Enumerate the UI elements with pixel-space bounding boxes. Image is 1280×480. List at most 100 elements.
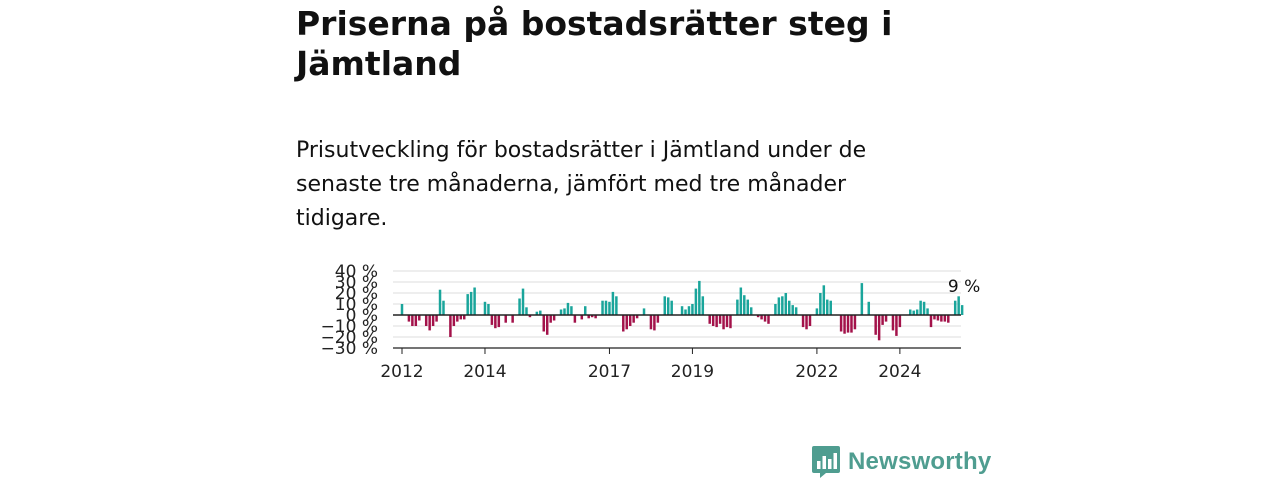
bar	[452, 315, 456, 326]
bar	[573, 315, 577, 323]
bar	[400, 304, 404, 315]
bar	[884, 315, 888, 322]
bar	[787, 300, 791, 315]
bar	[539, 310, 542, 315]
bar	[953, 300, 957, 315]
bar	[739, 287, 743, 315]
bar	[632, 315, 635, 323]
bar	[760, 315, 763, 320]
bar	[694, 288, 698, 315]
bar	[929, 315, 933, 328]
bar	[860, 283, 864, 315]
bar	[881, 315, 884, 325]
bar	[957, 296, 960, 315]
brand-logo[interactable]: Newsworthy	[812, 444, 991, 480]
bar	[559, 309, 563, 315]
bar	[615, 296, 618, 315]
bar	[843, 315, 846, 334]
bar	[815, 308, 819, 315]
bar	[846, 315, 850, 333]
bar	[729, 315, 732, 329]
x-tick-label: 2019	[671, 362, 714, 382]
bar	[684, 309, 687, 315]
bar	[877, 315, 881, 341]
bar	[912, 310, 915, 315]
bar	[850, 315, 853, 333]
x-tick-label: 2014	[463, 362, 506, 382]
bar	[826, 299, 829, 315]
bar	[936, 315, 940, 321]
bar	[473, 287, 476, 315]
y-tick-label: 20 %	[335, 284, 378, 304]
chart-subtitle: Prisutveckling för bostadsrätter i Jämtl…	[296, 138, 867, 231]
bar	[791, 305, 794, 315]
bar	[874, 315, 877, 335]
bar	[628, 315, 632, 326]
bar	[407, 315, 411, 322]
bar	[922, 301, 926, 315]
bar	[763, 315, 767, 322]
bar	[545, 315, 549, 335]
y-tick-label: 30 %	[335, 273, 378, 293]
bar	[431, 315, 435, 326]
chart-title: Priserna på bostadsrätter steg i Jämtlan…	[296, 4, 893, 83]
bar	[528, 315, 532, 318]
bar	[781, 296, 784, 315]
bar	[680, 306, 684, 315]
y-tick-label: 10 %	[335, 295, 378, 315]
bar	[625, 315, 628, 330]
bar	[767, 315, 770, 324]
bar	[642, 308, 646, 315]
bar	[915, 309, 919, 315]
bar	[424, 315, 428, 326]
bar	[442, 300, 445, 315]
x-tick-label: 2024	[878, 362, 921, 382]
bar	[670, 300, 673, 315]
last-value-label: 9 %	[948, 277, 980, 297]
bar	[549, 315, 552, 323]
bar	[943, 315, 947, 322]
bar	[711, 315, 715, 326]
bar	[552, 315, 556, 321]
bar	[940, 315, 943, 322]
bar	[663, 296, 667, 315]
bar	[542, 315, 546, 332]
bar	[698, 280, 701, 315]
bar	[805, 315, 808, 330]
y-tick-label: 0 %	[346, 306, 378, 326]
bar	[853, 315, 857, 330]
newsworthy-logo-icon	[812, 446, 840, 478]
bar	[725, 315, 729, 328]
x-tick-label: 2022	[795, 362, 838, 382]
bar	[666, 297, 670, 315]
bar	[839, 315, 843, 332]
bar	[895, 315, 898, 336]
bar	[898, 315, 902, 328]
x-tick-label: 2012	[380, 362, 423, 382]
bar	[469, 291, 473, 315]
bar	[933, 315, 936, 320]
y-tick-label: −20 %	[321, 328, 378, 348]
bar	[414, 315, 418, 326]
bar	[891, 315, 895, 331]
bar	[490, 315, 494, 325]
bar	[525, 307, 528, 315]
bar	[590, 315, 594, 318]
bar	[535, 311, 539, 315]
bar	[777, 297, 781, 315]
bar	[774, 304, 777, 315]
bar	[438, 289, 442, 315]
bar	[462, 315, 466, 320]
bar	[456, 315, 459, 322]
bar	[794, 307, 798, 315]
bar	[708, 315, 711, 324]
bar	[483, 301, 487, 315]
bar	[504, 315, 507, 323]
bar	[743, 295, 746, 315]
bar	[494, 315, 497, 329]
bar	[435, 315, 438, 322]
bar	[587, 315, 590, 319]
bar	[594, 315, 597, 319]
bar	[584, 306, 587, 315]
bar	[649, 315, 653, 330]
